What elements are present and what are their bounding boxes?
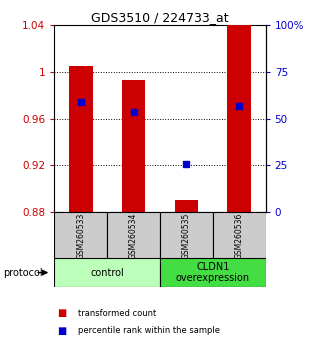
Text: transformed count: transformed count bbox=[78, 309, 157, 318]
Text: GSM260536: GSM260536 bbox=[235, 212, 244, 259]
Bar bbox=[160, 212, 213, 258]
Text: GSM260535: GSM260535 bbox=[182, 212, 191, 259]
Bar bbox=[160, 258, 266, 287]
Bar bbox=[54, 258, 160, 287]
Text: GSM260533: GSM260533 bbox=[76, 212, 85, 259]
Bar bbox=[69, 66, 93, 212]
Text: control: control bbox=[90, 268, 124, 278]
Bar bbox=[54, 212, 107, 258]
Bar bbox=[174, 200, 198, 212]
Bar bbox=[227, 0, 251, 212]
Text: protocol: protocol bbox=[3, 268, 43, 278]
Text: percentile rank within the sample: percentile rank within the sample bbox=[78, 326, 220, 336]
Bar bbox=[107, 212, 160, 258]
Text: ■: ■ bbox=[58, 326, 67, 336]
Bar bbox=[213, 212, 266, 258]
Title: GDS3510 / 224733_at: GDS3510 / 224733_at bbox=[91, 11, 229, 24]
Text: ■: ■ bbox=[58, 308, 67, 318]
Bar bbox=[122, 80, 146, 212]
Text: GSM260534: GSM260534 bbox=[129, 212, 138, 259]
Text: CLDN1
overexpression: CLDN1 overexpression bbox=[176, 262, 250, 284]
